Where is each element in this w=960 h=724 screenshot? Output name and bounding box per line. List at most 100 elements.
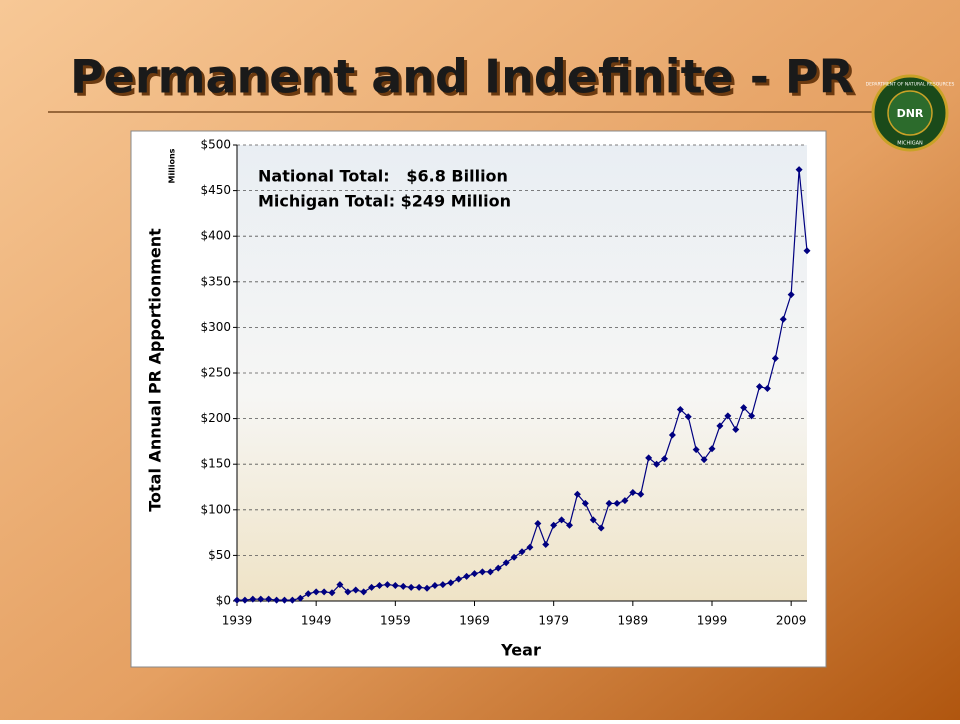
data-point: [803, 247, 811, 255]
data-point: [526, 543, 534, 551]
data-point: [265, 595, 273, 603]
data-point: [328, 589, 336, 597]
data-point: [383, 581, 391, 589]
data-point: [494, 564, 502, 572]
data-point: [589, 516, 597, 524]
y-tick-label: $350: [200, 274, 231, 288]
y-unit: Millions: [168, 148, 177, 183]
data-point: [312, 588, 320, 596]
data-point: [653, 460, 661, 468]
data-point: [573, 490, 581, 498]
y-tick-label: $500: [200, 138, 231, 152]
x-tick-label: 1999: [697, 614, 728, 628]
data-point: [629, 488, 637, 496]
logo: DNR DEPARTMENT OF NATURAL RESOURCES MICH…: [866, 74, 955, 152]
x-tick-label: 1969: [459, 614, 490, 628]
data-point: [281, 596, 288, 604]
data-point: [510, 553, 518, 561]
data-point: [471, 570, 478, 578]
logo-center: [887, 90, 933, 136]
data-point: [233, 596, 241, 604]
data-point: [637, 490, 645, 498]
data-point: [344, 588, 352, 596]
data-point: [296, 594, 304, 602]
data-point: [336, 581, 344, 589]
data-point: [273, 596, 281, 604]
annotation: Michigan Total: $249 Million: [258, 192, 511, 211]
data-point: [407, 583, 415, 591]
data-point: [399, 582, 407, 590]
y-tick-label: $50: [208, 548, 231, 562]
data-point: [779, 315, 787, 323]
data-point: [486, 568, 494, 576]
data-point: [795, 166, 803, 174]
y-tick-label: $150: [200, 457, 231, 471]
x-tick-label: 2009: [776, 614, 807, 628]
annotation: National Total: $6.8 Billion: [258, 167, 508, 186]
data-point: [756, 383, 763, 391]
data-point: [732, 426, 740, 434]
data-point: [518, 548, 526, 556]
y-tick-label: $200: [200, 411, 231, 425]
data-point: [415, 583, 423, 591]
data-point: [249, 595, 257, 603]
y-tick-label: $0: [216, 594, 231, 608]
data-point: [668, 431, 676, 439]
data-point: [376, 581, 383, 589]
data-point: [391, 581, 399, 589]
data-point: [550, 521, 558, 529]
data-point: [724, 412, 732, 420]
data-point: [368, 583, 376, 591]
data-point: [787, 291, 795, 299]
data-point: [676, 405, 684, 413]
data-point: [304, 590, 312, 598]
data-point: [597, 524, 605, 532]
data-point: [645, 454, 653, 462]
y-tick-label: $250: [200, 366, 231, 380]
data-point: [581, 499, 589, 507]
data-point: [423, 584, 431, 592]
title-shadow: Permanent and Indefinite - PR: [73, 53, 857, 107]
data-point: [534, 519, 542, 527]
data-point: [692, 446, 700, 454]
data-point: [447, 579, 455, 587]
y-tick-label: $400: [200, 229, 231, 243]
data-point: [241, 596, 249, 604]
data-point: [740, 404, 748, 412]
logo-ring-top: DEPARTMENT OF NATURAL RESOURCES: [866, 82, 955, 88]
data-point: [748, 412, 756, 420]
data-point: [352, 586, 360, 594]
data-point: [771, 354, 779, 362]
data-point: [360, 588, 368, 596]
data-point: [542, 540, 550, 548]
data-point: [463, 572, 471, 580]
data-point: [257, 595, 265, 603]
data-point: [455, 575, 463, 583]
data-point: [320, 588, 328, 596]
y-axis-label: Total Annual PR Apportionment: [146, 228, 165, 512]
x-tick-label: 1939: [222, 614, 253, 628]
logo-text: DNR: [897, 107, 924, 120]
data-point: [684, 413, 692, 421]
data-point: [288, 596, 296, 604]
data-point: [716, 422, 724, 430]
data-point: [661, 455, 668, 463]
data-point: [478, 568, 486, 576]
x-tick-label: 1959: [380, 614, 411, 628]
x-tick-label: 1979: [538, 614, 569, 628]
x-axis-label: Year: [500, 641, 541, 660]
data-point: [439, 581, 447, 589]
x-tick-label: 1949: [301, 614, 332, 628]
y-tick-label: $300: [200, 320, 231, 334]
data-point: [558, 516, 566, 524]
data-point: [613, 499, 621, 507]
y-tick-label: $450: [200, 183, 231, 197]
logo-ring-bottom: MICHIGAN: [897, 141, 923, 147]
data-point: [700, 456, 708, 464]
data-point: [621, 497, 629, 505]
slide-title: Permanent and Indefinite - PR: [70, 50, 854, 104]
data-point: [566, 521, 573, 529]
data-point: [605, 499, 613, 507]
data-point: [763, 385, 771, 393]
